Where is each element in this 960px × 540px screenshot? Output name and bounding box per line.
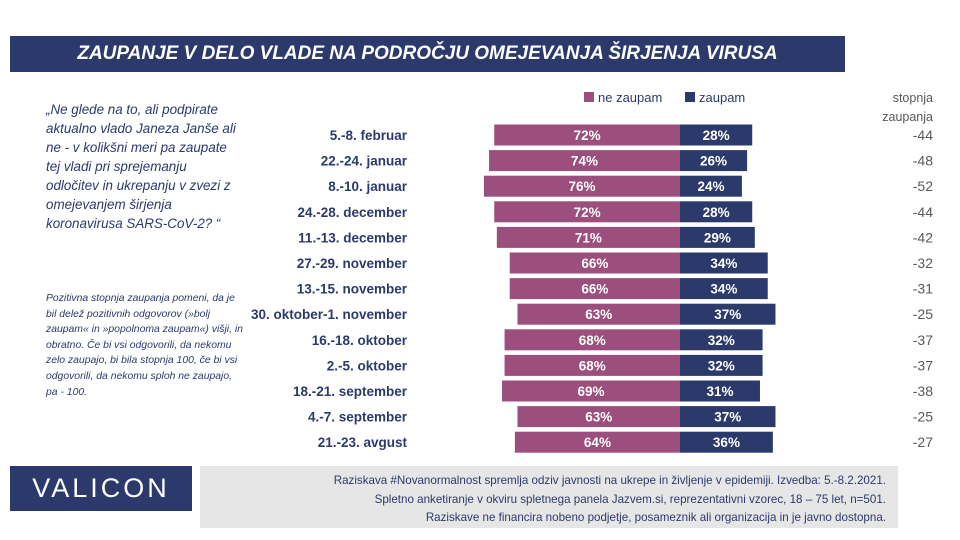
data-label-ne-zaupam: 76% — [568, 179, 595, 194]
stopnja-value: -44 — [913, 204, 933, 220]
bar-ne-zaupam — [494, 124, 680, 146]
category-label: 21.-23. avgust — [318, 435, 408, 450]
chart-title-bar: ZAUPANJE V DELO VLADE NA PODROČJU OMEJEV… — [10, 36, 845, 72]
data-label-zaupam: 26% — [700, 154, 727, 169]
category-label: 30. oktober-1. november — [251, 307, 408, 322]
stopnja-value: -44 — [913, 127, 933, 143]
data-label-ne-zaupam: 72% — [574, 205, 601, 220]
bar-zaupam — [680, 406, 776, 428]
data-label-ne-zaupam: 71% — [575, 230, 602, 245]
stopnja-value: -31 — [913, 281, 933, 297]
bar-ne-zaupam — [517, 406, 680, 428]
data-label-ne-zaupam: 69% — [577, 384, 604, 399]
bar-ne-zaupam — [509, 252, 680, 274]
data-label-zaupam: 32% — [708, 333, 735, 348]
data-label-zaupam: 28% — [703, 205, 730, 220]
bar-zaupam — [680, 150, 748, 172]
bar-ne-zaupam — [489, 150, 680, 172]
bar-ne-zaupam — [509, 278, 680, 300]
logo-text: VALICON — [32, 473, 170, 503]
data-label-zaupam: 37% — [714, 410, 741, 425]
category-label: 16.-18. oktober — [312, 333, 408, 348]
bar-ne-zaupam — [514, 431, 680, 453]
bar-zaupam — [680, 124, 753, 146]
bar-ne-zaupam — [504, 329, 680, 351]
category-label: 24.-28. december — [297, 205, 407, 220]
bar-ne-zaupam — [496, 226, 680, 248]
category-label: 4.-7. september — [308, 410, 408, 425]
data-label-ne-zaupam: 63% — [585, 307, 612, 322]
bar-zaupam — [680, 303, 776, 325]
data-label-zaupam: 29% — [704, 230, 731, 245]
stopnja-value: -38 — [913, 383, 933, 399]
data-label-ne-zaupam: 66% — [581, 282, 608, 297]
data-label-ne-zaupam: 72% — [574, 128, 601, 143]
survey-question: „Ne glede na to, ali podpirate aktualno … — [46, 102, 236, 231]
bar-ne-zaupam — [501, 380, 680, 402]
stopnja-value: -42 — [913, 229, 933, 245]
valicon-logo: VALICON — [10, 466, 192, 511]
data-label-ne-zaupam: 74% — [571, 154, 598, 169]
data-label-ne-zaupam: 68% — [579, 333, 606, 348]
category-label: 5.-8. februar — [330, 128, 408, 143]
stopnja-header-line-1: stopnja — [893, 91, 933, 105]
diverging-bar-chart: ne zaupam zaupam stopnja zaupanja 5.-8. febr… — [251, 90, 933, 453]
bar-zaupam — [680, 226, 755, 248]
data-label-ne-zaupam: 68% — [579, 358, 606, 373]
stopnja-value: -52 — [913, 178, 933, 194]
legend-swatch-ne-zaupam — [584, 92, 594, 102]
category-label: 18.-21. september — [293, 384, 408, 399]
category-label: 22.-24. januar — [321, 154, 408, 169]
data-label-zaupam: 34% — [710, 256, 737, 271]
bar-zaupam — [680, 278, 768, 300]
category-label: 8.-10. januar — [328, 179, 408, 194]
data-label-zaupam: 28% — [703, 128, 730, 143]
bar-ne-zaupam — [483, 175, 680, 197]
data-label-zaupam: 36% — [713, 435, 740, 450]
page-title: ZAUPANJE V DELO VLADE NA PODROČJU OMEJEV… — [77, 43, 778, 64]
bar-zaupam — [680, 354, 763, 376]
data-label-ne-zaupam: 66% — [581, 256, 608, 271]
bar-zaupam — [680, 329, 763, 351]
stopnja-header-line-2: zaupanja — [882, 110, 933, 124]
bar-zaupam — [680, 201, 753, 223]
data-label-zaupam: 32% — [708, 358, 735, 373]
footer-line-1: Raziskava #Novanormalnost spremlja odziv… — [333, 474, 886, 487]
category-label: 27.-29. november — [297, 256, 408, 271]
category-label: 13.-15. november — [297, 282, 408, 297]
footer-line-2: Spletno anketiranje v okviru spletnega p… — [374, 492, 886, 506]
bar-zaupam — [680, 431, 773, 453]
stopnja-value: -37 — [913, 357, 933, 373]
stopnja-value: -48 — [913, 153, 933, 169]
bar-zaupam — [680, 175, 742, 197]
stopnja-value: -37 — [913, 332, 933, 348]
data-label-ne-zaupam: 63% — [585, 410, 612, 425]
footer-source-box: Raziskava #Novanormalnost spremlja odziv… — [200, 466, 898, 528]
data-label-zaupam: 24% — [697, 179, 724, 194]
footer-line-3: Raziskave ne financira nobeno podjetje, … — [425, 511, 886, 524]
stopnja-value: -25 — [913, 409, 933, 425]
stopnja-value: -25 — [913, 306, 933, 322]
data-label-zaupam: 37% — [714, 307, 741, 322]
category-label: 2.-5. oktober — [327, 358, 408, 373]
legend-swatch-zaupam — [685, 92, 695, 102]
bar-zaupam — [680, 380, 760, 402]
bar-zaupam — [680, 252, 768, 274]
stopnja-value: -27 — [913, 434, 933, 450]
category-label: 11.-13. december — [298, 230, 408, 245]
methodology-note: Pozitivna stopnja zaupanja pomeni, da je… — [46, 293, 243, 398]
data-label-ne-zaupam: 64% — [584, 435, 611, 450]
bar-ne-zaupam — [517, 303, 680, 325]
bar-ne-zaupam — [504, 354, 680, 376]
legend-label-ne-zaupam: ne zaupam — [598, 90, 662, 105]
data-label-zaupam: 31% — [706, 384, 733, 399]
legend-label-zaupam: zaupam — [699, 90, 745, 105]
bar-ne-zaupam — [494, 201, 680, 223]
stopnja-value: -32 — [913, 255, 933, 271]
data-label-zaupam: 34% — [710, 282, 737, 297]
